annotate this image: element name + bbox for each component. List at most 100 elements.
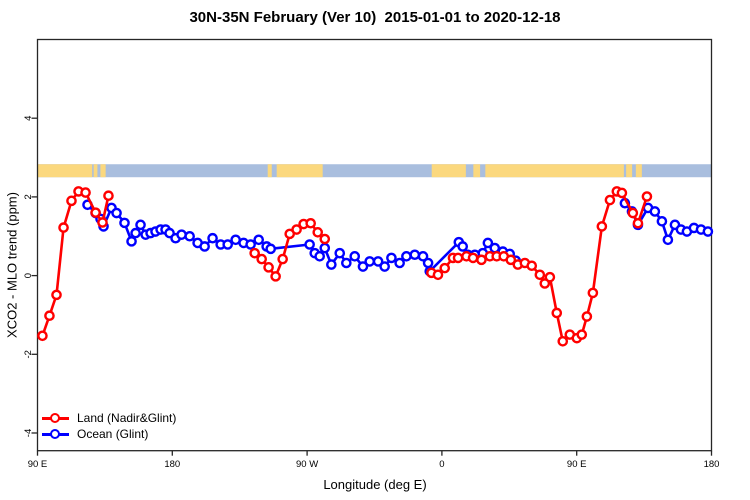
map-strip-land [93, 164, 98, 178]
series-marker [394, 257, 405, 269]
series-marker [702, 226, 714, 237]
series-marker [372, 256, 384, 267]
series-marker [111, 207, 122, 219]
series-marker [422, 257, 434, 269]
y-tick-label: 4 [23, 116, 34, 121]
map-strip-land [635, 164, 642, 178]
series-marker [557, 336, 569, 347]
series-marker [596, 221, 608, 232]
series-marker [97, 217, 108, 228]
series-marker [386, 252, 397, 264]
series-marker [51, 289, 62, 301]
series-marker [207, 232, 218, 244]
plot-box [36, 38, 713, 452]
series-marker [135, 219, 146, 231]
chart-title: 30N-35N February (Ver 10) 2015-01-01 to … [189, 9, 561, 26]
series-marker [457, 241, 469, 252]
series-marker [467, 252, 479, 264]
series-marker [256, 253, 268, 265]
x-tick-label: 180 [164, 459, 180, 470]
legend-circle-icon [50, 428, 60, 439]
series-marker [627, 207, 639, 219]
series-marker [253, 234, 265, 246]
map-strip-land [431, 164, 466, 178]
map-strip-land [473, 164, 481, 178]
series-marker [616, 187, 628, 199]
series-marker [103, 190, 114, 202]
series-marker [130, 227, 141, 239]
series-marker [66, 195, 77, 207]
series-marker [277, 253, 288, 265]
series-marker [379, 261, 390, 272]
y-tick-label: -4 [23, 429, 34, 437]
series-marker [452, 252, 464, 264]
map-strip-land [626, 164, 633, 178]
map-strip-land [485, 164, 624, 178]
series-marker [176, 229, 187, 240]
series-marker [551, 307, 563, 319]
series-marker [401, 251, 412, 262]
series-marker [581, 311, 593, 322]
x-axis-title: Longitude (deg E) [323, 477, 427, 492]
series-marker [476, 254, 487, 266]
series-marker [349, 251, 361, 262]
legend-item-land: Land (Nadir&Glint) [42, 410, 176, 426]
series-marker [326, 259, 337, 270]
map-strip-land [267, 164, 272, 178]
y-tick-label: 0 [23, 273, 34, 278]
series-marker [58, 222, 69, 233]
legend-circle-icon [50, 412, 60, 423]
series-marker [364, 256, 376, 267]
series-marker [409, 249, 421, 261]
series-marker [291, 224, 302, 235]
series-marker [126, 236, 137, 247]
series-marker [439, 262, 451, 274]
x-tick-label: 180 [704, 459, 720, 470]
legend-sample-land [42, 412, 69, 423]
series-marker [305, 217, 316, 229]
legend-label-ocean: Ocean (Glint) [77, 427, 149, 441]
x-tick-label: 90 E [567, 459, 587, 470]
x-tick-label: 90 W [296, 459, 318, 470]
series-marker [432, 269, 444, 281]
y-tick-label: 2 [23, 194, 34, 199]
series-marker [505, 254, 517, 266]
series-marker [534, 269, 546, 281]
series-marker [587, 287, 599, 299]
series-marker [304, 239, 315, 250]
series-marker [263, 262, 274, 273]
series-marker [544, 271, 556, 283]
legend: Land (Nadir&Glint) Ocean (Glint) [42, 410, 176, 442]
series-marker [37, 330, 48, 342]
series-marker [319, 242, 331, 254]
series-marker [649, 206, 661, 217]
series-marker [119, 217, 130, 229]
series-marker [641, 191, 653, 202]
series-marker [249, 247, 260, 259]
series-marker [357, 261, 369, 272]
series-marker [417, 251, 429, 262]
series-marker [199, 241, 210, 252]
legend-label-land: Land (Nadir&Glint) [77, 411, 177, 425]
series-marker [341, 257, 352, 269]
map-strip-land [276, 164, 323, 178]
x-tick-label: 0 [439, 459, 444, 470]
series-line [41, 190, 110, 337]
series-marker [314, 251, 325, 262]
series-marker [90, 207, 101, 218]
series-marker [222, 239, 234, 250]
series-marker [632, 217, 644, 229]
series-marker [319, 233, 331, 245]
series-marker [80, 187, 91, 198]
series-marker [245, 239, 256, 250]
legend-sample-ocean [42, 428, 69, 439]
series-marker [656, 215, 668, 227]
series-marker [482, 237, 494, 249]
series-marker [334, 247, 346, 259]
series-marker [576, 329, 588, 340]
series-marker [44, 310, 55, 322]
series-line [431, 190, 649, 343]
series-marker [312, 227, 324, 238]
